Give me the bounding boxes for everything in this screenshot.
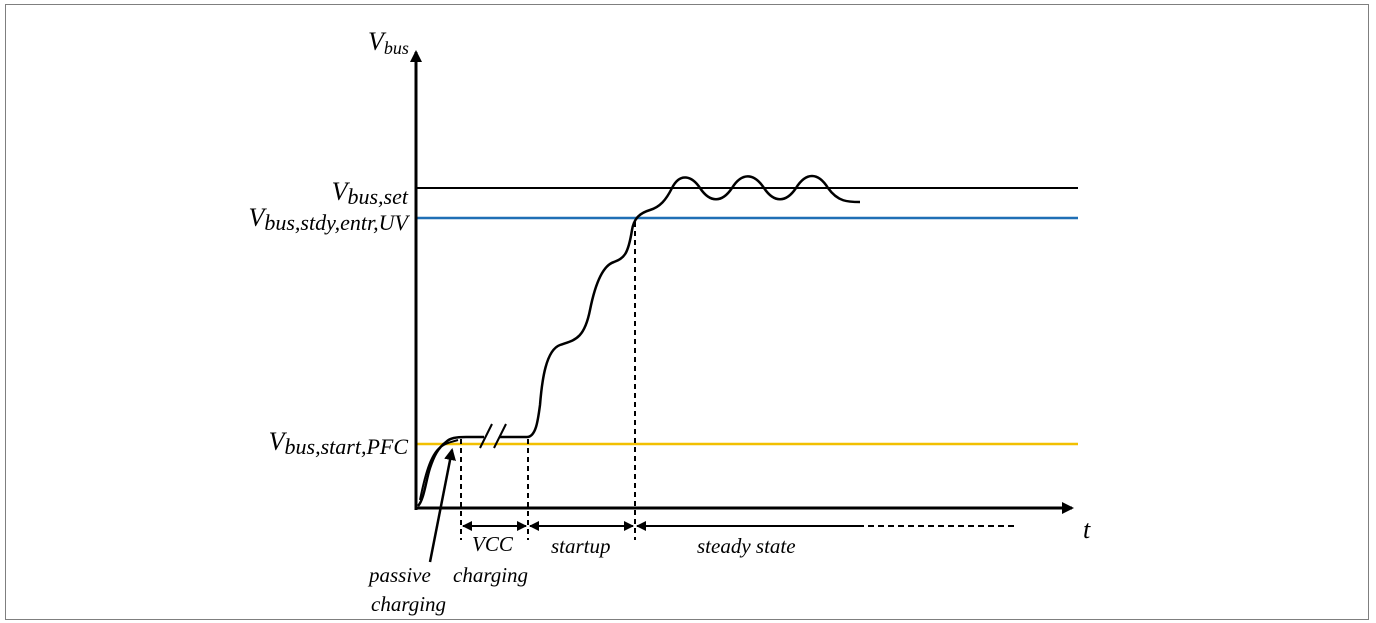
passive-charging-pointer — [428, 448, 456, 563]
x-axis-label: t — [1083, 515, 1091, 544]
break-mark-2 — [493, 423, 507, 449]
vbus-start-pfc-label: Vbus,start,PFC — [269, 427, 409, 459]
diagram-frame — [5, 4, 1369, 620]
vbus-curve — [417, 174, 861, 507]
initial-ripple — [419, 439, 459, 501]
vbus-stdy-entr-uv-label: Vbus,stdy,entr,UV — [248, 203, 410, 235]
vcc-charging-label-line1: VCC — [472, 532, 514, 556]
vbus-set-label: Vbus,set — [332, 177, 409, 209]
startup-label: startup — [551, 534, 611, 558]
y-axis-label: Vbus — [368, 27, 409, 58]
vcc-charging-label-line2: charging — [453, 563, 528, 587]
steady-state-label: steady state — [697, 534, 796, 558]
break-mark-1 — [479, 423, 493, 449]
passive-charging-label-line1: passive — [367, 563, 431, 587]
passive-charging-label-line2: charging — [371, 592, 446, 616]
